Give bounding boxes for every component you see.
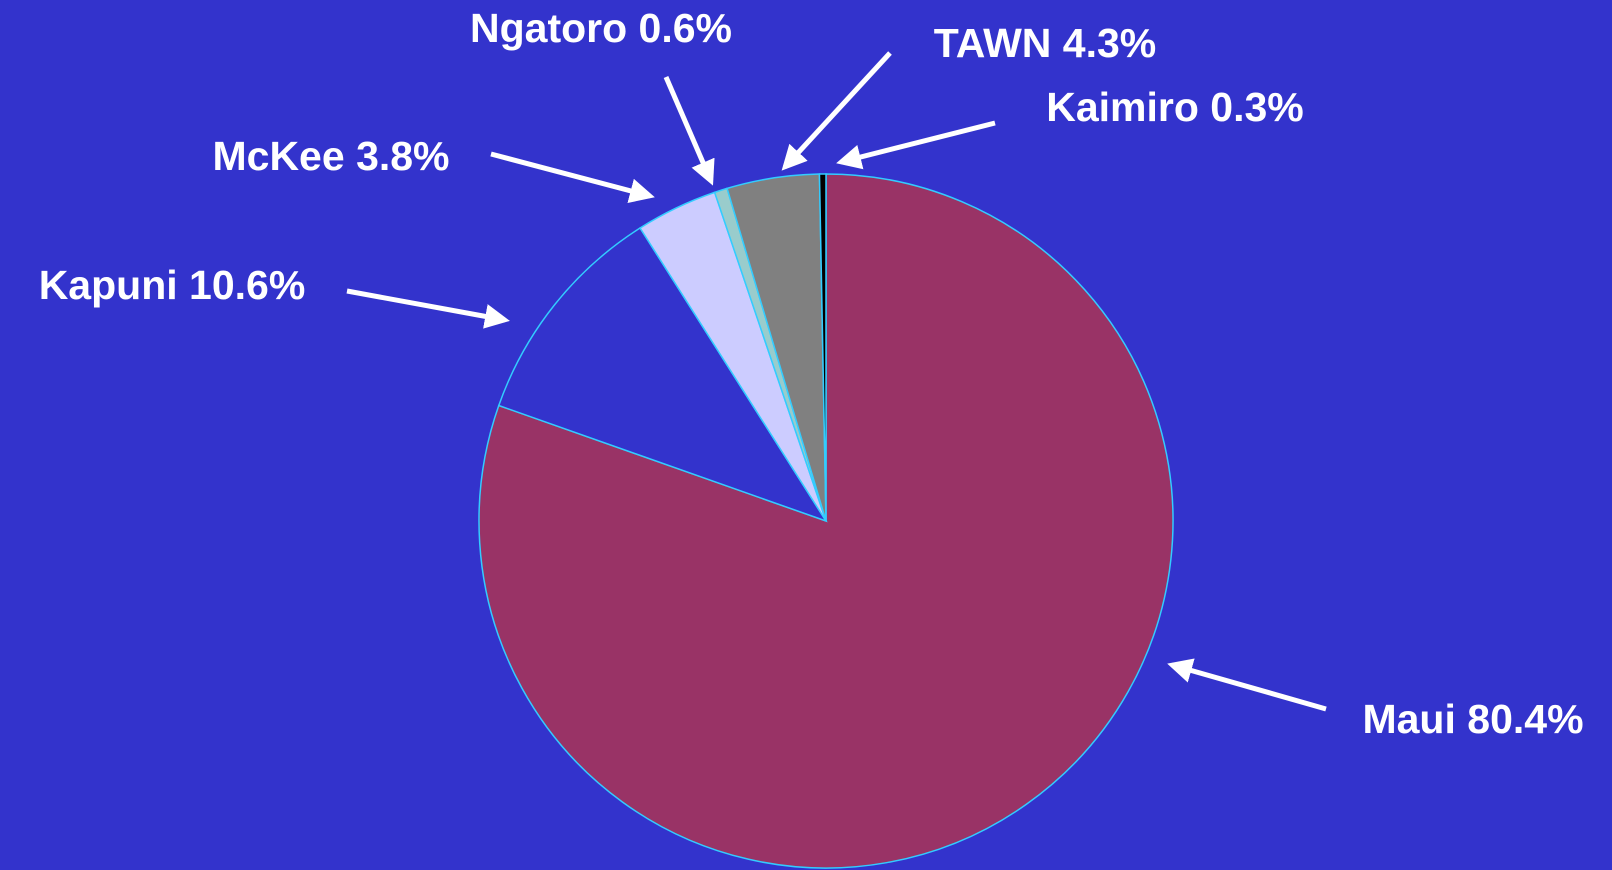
arrow — [781, 51, 892, 171]
value-label: 4.3% — [1063, 20, 1156, 66]
slice-label: Maui 80.4% — [1362, 696, 1583, 742]
category-name: TAWN — [934, 20, 1052, 66]
labels: Maui 80.4% Kapuni 10.6% McKee 3.8% Ngatoro … — [39, 5, 1584, 742]
slice-label: Ngatoro 0.6% — [470, 5, 732, 51]
category-name: Kapuni — [39, 262, 178, 308]
value-label: 80.4% — [1467, 696, 1583, 742]
category-name: McKee — [212, 133, 344, 179]
category-name: Kaimiro — [1046, 84, 1199, 130]
category-name: Maui — [1362, 696, 1455, 742]
arrow — [1167, 658, 1327, 712]
leader-arrows — [346, 51, 1327, 712]
arrow — [836, 120, 996, 170]
slice — [497, 226, 828, 523]
category-name: Ngatoro — [470, 5, 627, 51]
slice — [818, 173, 827, 522]
arrow — [490, 151, 655, 203]
slice-label: TAWN 4.3% — [934, 20, 1157, 66]
pie — [478, 173, 1174, 869]
slice-label: Kapuni 10.6% — [39, 262, 306, 308]
arrow — [346, 288, 510, 329]
value-label: 10.6% — [189, 262, 305, 308]
slice-label: Kaimiro 0.3% — [1046, 84, 1304, 130]
slice-label: McKee 3.8% — [212, 133, 449, 179]
value-label: 0.3% — [1210, 84, 1303, 130]
arrow — [663, 76, 715, 186]
value-label: 3.8% — [356, 133, 449, 179]
value-label: 0.6% — [639, 5, 732, 51]
